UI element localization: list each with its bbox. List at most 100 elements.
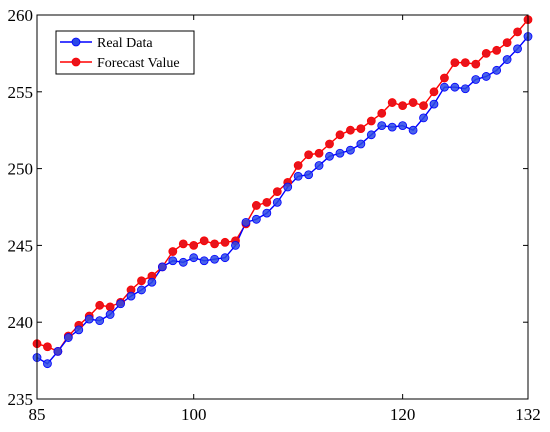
data-point-0-45 [502,55,512,64]
data-point-0-15 [189,253,199,263]
data-point-0-33 [377,121,387,130]
data-point-1-29 [335,130,345,140]
data-point-1-22 [262,197,272,207]
data-point-0-30 [345,145,355,155]
data-point-1-32 [366,116,376,126]
data-point-1-30 [345,125,355,135]
data-point-1-16 [199,236,209,246]
data-point-0-39 [440,82,449,92]
legend-swatch-marker-forecast [71,57,81,67]
y-tick-label-2: 245 [8,236,34,255]
data-point-1-23 [272,187,282,197]
data-point-0-44 [492,65,502,75]
data-point-0-5 [84,314,94,324]
data-point-0-46 [513,44,522,54]
data-point-0-11 [147,277,157,287]
legend: Real Data Forecast Value [55,30,195,75]
axes-box [36,14,529,400]
data-point-1-18 [220,237,230,247]
data-point-1-46 [513,27,522,37]
data-point-0-28 [325,151,334,161]
data-point-1-39 [440,73,449,83]
data-point-0-19 [231,240,240,250]
data-point-1-13 [168,247,178,256]
y-tick-label-5: 260 [8,6,34,25]
data-point-1-38 [429,87,439,97]
data-point-0-41 [460,84,470,94]
data-point-0-26 [304,170,314,180]
data-point-1-35 [398,101,408,111]
data-point-0-27 [314,161,324,170]
data-point-1-31 [356,124,366,134]
data-point-1-10 [137,276,146,286]
data-point-0-12 [157,262,167,272]
data-point-1-44 [492,45,502,55]
data-point-0-31 [356,139,366,149]
data-point-0-42 [471,75,481,84]
data-point-1-34 [387,98,397,107]
data-point-0-25 [293,171,303,181]
legend-label-forecast: Forecast Value [97,56,180,71]
data-point-1-21 [251,201,261,210]
legend-label-real: Real Data [97,36,153,51]
data-point-1-17 [210,239,220,249]
data-point-0-6 [95,316,105,326]
data-point-1-42 [471,59,481,69]
x-tick-label-1: 100 [181,405,207,424]
data-point-1-28 [325,139,334,149]
y-tick-label-3: 250 [8,160,34,179]
data-point-1-6 [95,300,105,310]
data-point-1-7 [105,302,115,312]
data-point-1-1 [43,342,52,352]
data-point-1-45 [502,38,512,48]
data-point-1-14 [178,239,188,249]
data-point-0-21 [251,214,261,224]
data-point-1-33 [377,108,387,118]
data-point-0-16 [199,256,209,266]
data-point-0-40 [450,82,460,92]
series-layer [32,15,533,369]
data-point-0-13 [168,256,178,266]
data-point-1-25 [293,161,303,170]
data-point-0-43 [481,72,491,81]
data-point-0-23 [272,197,282,207]
data-point-0-35 [398,121,408,130]
data-point-0-9 [126,291,136,301]
data-point-0-7 [105,310,115,319]
data-point-1-26 [304,150,314,160]
legend-box [55,30,195,75]
data-point-1-15 [189,240,199,250]
data-point-0-1 [43,359,52,369]
data-point-0-22 [262,208,272,218]
y-tick-label-1: 240 [8,313,34,332]
y-tick-label-0: 235 [8,390,34,409]
data-point-0-37 [419,113,428,123]
x-tick-label-0: 85 [29,405,46,424]
x-tick-label-3: 132 [515,405,541,424]
data-point-0-10 [137,285,146,295]
data-point-1-41 [460,58,470,68]
data-point-0-8 [116,299,125,309]
data-point-0-2 [53,346,63,356]
data-point-0-20 [241,217,251,227]
legend-swatch-marker-real [71,37,81,47]
axes: 85 100 120 132 235 240 245 250 255 260 [8,6,541,424]
data-point-0-24 [283,182,293,192]
data-point-0-18 [220,253,230,263]
data-point-0-38 [429,99,439,109]
data-point-0-36 [408,125,418,135]
data-point-0-4 [74,325,84,335]
data-point-0-29 [335,148,345,158]
data-point-1-40 [450,58,460,68]
data-point-0-34 [387,122,397,132]
y-tick-label-4: 255 [8,83,34,102]
data-point-1-27 [314,148,324,158]
data-point-1-37 [419,101,428,111]
data-point-1-36 [408,98,418,107]
x-tick-label-2: 120 [390,405,416,424]
data-point-0-32 [366,130,376,140]
data-point-0-14 [178,257,188,267]
data-point-1-43 [481,49,491,58]
data-point-0-17 [210,254,220,264]
